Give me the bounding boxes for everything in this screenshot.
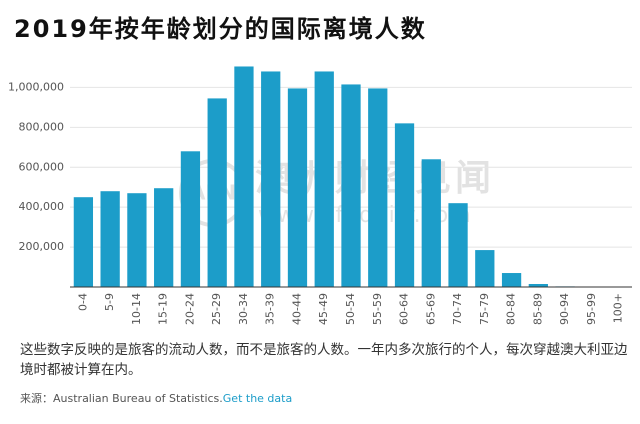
x-tick-label: 10-14 — [130, 293, 143, 325]
x-tick-label: 100+ — [612, 293, 625, 323]
x-tick-label: 0-4 — [76, 293, 89, 311]
bar — [314, 71, 334, 287]
x-tick-label: 85-89 — [531, 293, 544, 325]
bar — [261, 71, 281, 287]
bar — [287, 88, 308, 287]
bar — [73, 197, 94, 287]
x-tick-label: 65-69 — [424, 293, 437, 325]
bar — [341, 84, 361, 287]
x-tick-label: 5-9 — [103, 293, 116, 311]
bar — [368, 88, 388, 287]
chart: 2019年按年龄划分的国际离境人数 AFN 澳洲财经见闻 www.afndail… — [8, 15, 632, 325]
chart-title: 2019年按年龄划分的国际离境人数 — [14, 15, 427, 43]
bar — [154, 188, 174, 287]
bar — [394, 123, 415, 287]
bar — [127, 193, 147, 287]
x-tick-label: 15-19 — [157, 293, 170, 325]
bar — [501, 273, 522, 287]
x-tick-label: 95-99 — [585, 293, 598, 325]
bar — [528, 284, 548, 287]
x-tick-label: 60-64 — [398, 293, 411, 325]
bar — [475, 250, 495, 287]
y-tick-label: 400,000 — [19, 200, 65, 213]
x-tick-label: 50-54 — [344, 293, 357, 325]
source-text: 来源：Australian Bureau of Statistics. — [20, 392, 223, 405]
y-tick-label: 1,000,000 — [8, 80, 64, 93]
x-tick-label: 70-74 — [451, 293, 464, 325]
y-tick-label: 800,000 — [19, 120, 65, 133]
bar — [100, 191, 120, 287]
x-tick-label: 25-29 — [210, 293, 223, 325]
x-tick-label: 30-34 — [237, 293, 250, 325]
bar — [421, 159, 441, 287]
note: 这些数字反映的是旅客的流动人数，而不是旅客的人数。一年内多次旅行的个人，每次穿越… — [20, 342, 628, 378]
bar — [207, 98, 227, 288]
y-tick-label: 600,000 — [19, 160, 65, 173]
bar — [234, 66, 254, 287]
x-tick-label: 45-49 — [317, 293, 330, 325]
x-tick-label: 55-59 — [371, 293, 384, 325]
x-tick-label: 40-44 — [290, 293, 303, 325]
x-tick-label: 75-79 — [478, 293, 491, 325]
x-tick-label: 90-94 — [558, 293, 571, 325]
bar — [448, 203, 468, 287]
bar — [180, 151, 201, 287]
source-link[interactable]: Get the data — [222, 392, 293, 405]
x-tick-label: 35-39 — [264, 293, 277, 325]
y-tick-label: 200,000 — [19, 240, 65, 253]
watermark: AFN 澳洲财经见闻 www.afndaily.com — [179, 158, 491, 228]
x-tick-label: 80-84 — [505, 293, 518, 325]
source: 来源：Australian Bureau of Statistics.Get t… — [20, 390, 292, 406]
x-tick-label: 20-24 — [183, 293, 196, 325]
